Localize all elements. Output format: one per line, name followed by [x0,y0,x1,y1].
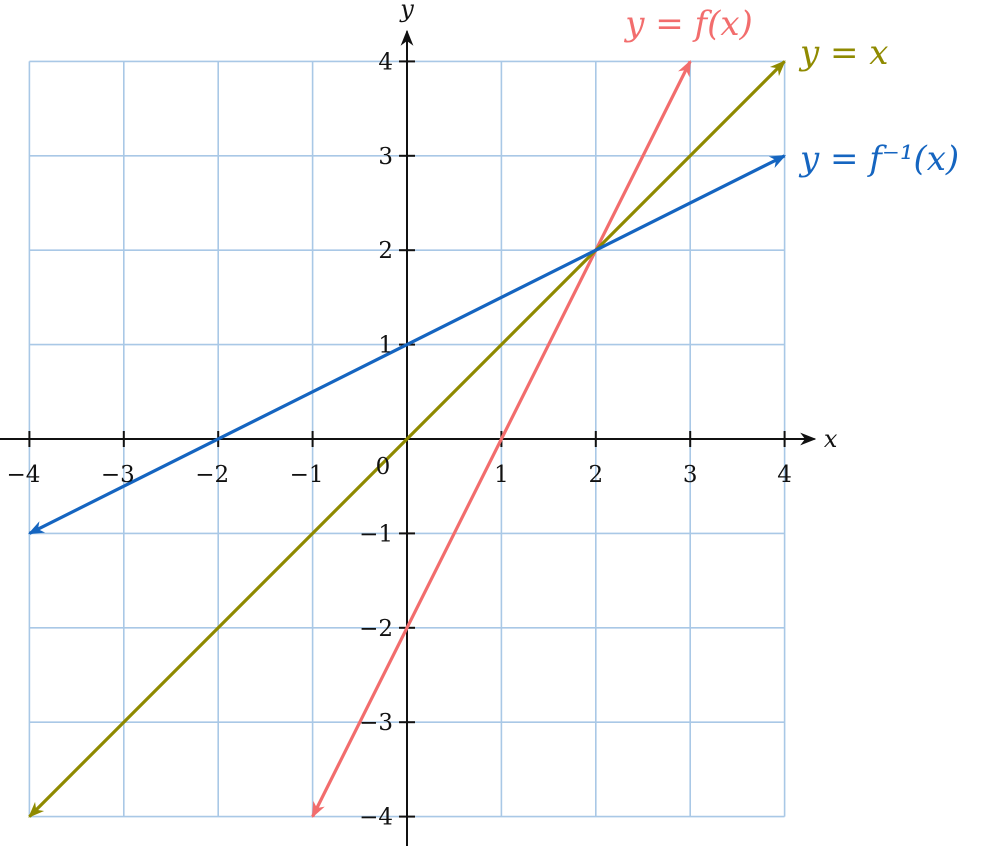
x-tick-label: 4 [777,462,792,488]
labels: x y −4 −3 −2 −1 1 2 3 4 −4 −3 −2 −1 1 2 3 4 0 y = f(x) y = x… [6,0,959,831]
x-tick-label: −2 [195,462,229,488]
origin-label: 0 [376,454,391,480]
x-tick-label: 3 [683,462,698,488]
series-lines [27,59,787,819]
y-tick-label: −2 [359,616,393,642]
y-axis-label: y [399,0,414,23]
series-label: y = f⁻¹(x) [798,139,959,179]
y-tick-label: 3 [378,144,393,170]
y-tick-label: −4 [359,805,393,831]
x-tick-label: −3 [101,462,135,488]
y-tick-label: −3 [359,710,393,736]
y-tick-label: 4 [378,49,393,75]
series-label: y = f(x) [623,4,753,44]
x-tick-label: 2 [588,462,603,488]
series-line-y-f-x [27,154,787,535]
x-tick-label: −4 [6,462,40,488]
y-tick-label: −1 [359,521,393,547]
series-label: y = x [798,33,889,73]
y-tick-label: 2 [378,238,393,264]
x-tick-label: −1 [290,462,324,488]
x-tick-label: 1 [494,462,509,488]
y-tick-label: 1 [378,333,393,359]
x-axis-label: x [824,425,838,453]
